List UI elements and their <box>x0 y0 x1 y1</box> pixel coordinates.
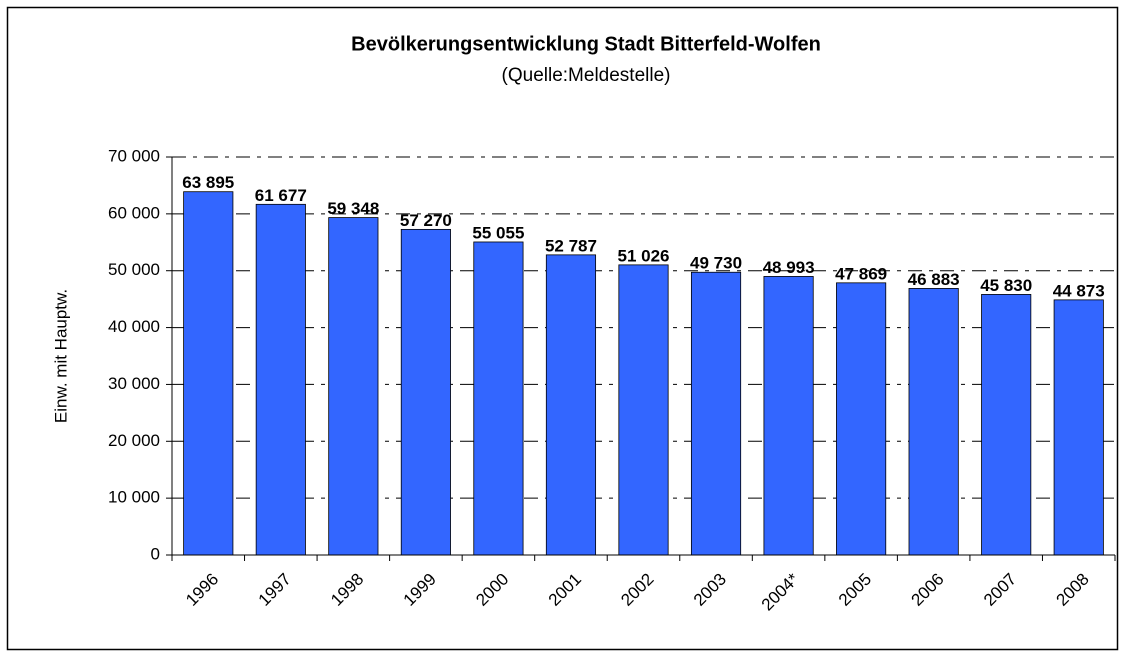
bar <box>908 288 959 556</box>
data-label: 52 787 <box>545 236 597 255</box>
data-label: 49 730 <box>690 254 742 273</box>
bar <box>400 228 451 556</box>
y-axis-label: Einw. mit Hauptw. <box>51 289 70 423</box>
bar <box>183 191 234 556</box>
bar <box>618 264 669 556</box>
bar <box>1053 299 1104 556</box>
y-tick-label: 50 000 <box>108 260 160 279</box>
data-label: 46 883 <box>908 270 960 289</box>
data-label: 48 993 <box>763 258 815 277</box>
bar <box>763 276 814 556</box>
data-label: 44 873 <box>1053 281 1105 300</box>
y-tick-label: 30 000 <box>108 374 160 393</box>
data-label: 59 348 <box>327 199 379 218</box>
chart-subtitle: (Quelle:Meldestelle) <box>502 65 671 86</box>
y-tick-label: 70 000 <box>108 146 160 165</box>
bar <box>545 254 597 556</box>
y-tick-label: 60 000 <box>108 203 160 222</box>
data-label: 51 026 <box>618 246 670 265</box>
data-label: 55 055 <box>472 223 524 242</box>
bar <box>981 294 1032 556</box>
y-tick-label: 20 000 <box>108 431 160 450</box>
data-label: 45 830 <box>980 276 1032 295</box>
bar <box>836 282 887 556</box>
bar <box>328 217 379 556</box>
bar <box>690 271 742 556</box>
bar <box>255 203 306 556</box>
data-label: 63 895 <box>182 173 234 192</box>
y-tick-label: 10 000 <box>108 488 160 507</box>
chart-title: Bevölkerungsentwicklung Stadt Bitterfeld… <box>351 33 821 55</box>
data-label: 47 869 <box>835 264 887 283</box>
bar <box>473 241 524 556</box>
y-tick-label: 40 000 <box>108 317 160 336</box>
data-label: 57 270 <box>400 211 452 230</box>
y-tick-label: 0 <box>151 544 160 563</box>
data-label: 61 677 <box>255 186 307 205</box>
